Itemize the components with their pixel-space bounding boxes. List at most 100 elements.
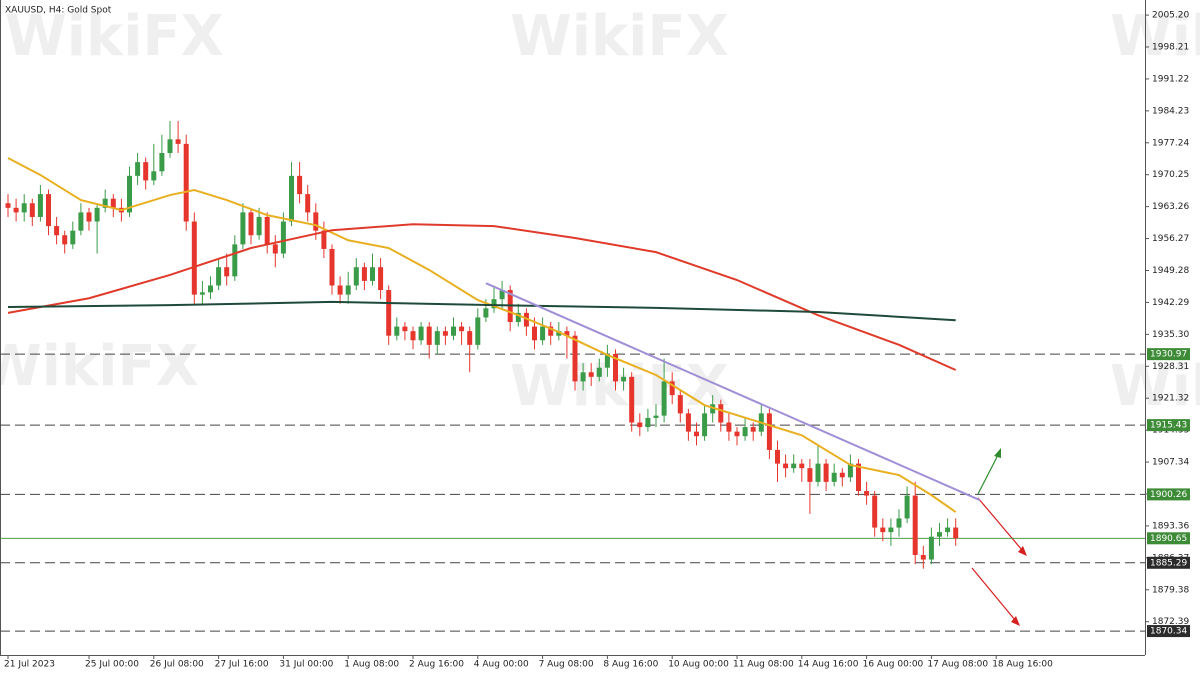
candle-body xyxy=(248,212,254,236)
moving-average xyxy=(7,223,957,371)
x-tick-label: 25 Jul 00:00 xyxy=(85,660,139,670)
watermark: WikiFX xyxy=(5,4,224,69)
candle-body xyxy=(540,326,546,341)
candle-body xyxy=(426,326,432,345)
level-label: 1885.29 xyxy=(1150,558,1187,568)
y-tick-label: 1879.38 xyxy=(1152,585,1189,595)
candle-body xyxy=(661,381,667,416)
moving-average xyxy=(7,157,957,513)
candle-body xyxy=(491,299,497,309)
candle-body xyxy=(896,518,902,528)
level-label: 1915.43 xyxy=(1150,421,1187,431)
candle-body xyxy=(920,554,926,560)
candle-body xyxy=(564,331,570,336)
x-tick-label: 7 Aug 08:00 xyxy=(539,660,594,670)
arrow-head xyxy=(994,448,1001,458)
candle-body xyxy=(305,194,311,213)
candle-body xyxy=(523,312,529,327)
candle-body xyxy=(54,226,60,236)
candle-body xyxy=(742,427,748,437)
candle-body xyxy=(483,308,489,318)
y-tick-label: 1991.22 xyxy=(1152,74,1189,84)
candle-body xyxy=(928,536,934,560)
level-label-box xyxy=(1147,556,1190,569)
candle-body xyxy=(29,203,35,217)
current-price-label: 1890.65 xyxy=(1150,534,1187,544)
candle-body xyxy=(831,472,837,482)
candle-body xyxy=(353,267,359,286)
candle-body xyxy=(613,353,618,382)
candle-body xyxy=(669,381,675,396)
candle-body xyxy=(143,162,149,181)
y-tick-label: 1928.31 xyxy=(1152,362,1189,372)
candle-body xyxy=(21,203,27,213)
candle-body xyxy=(337,285,343,295)
watermark: WikiFX xyxy=(0,334,199,399)
candle-body xyxy=(13,207,19,213)
y-tick-label: 1956.27 xyxy=(1152,234,1189,244)
candle-body xyxy=(370,267,375,281)
candle-body xyxy=(402,326,408,332)
y-tick-label: 1949.28 xyxy=(1152,266,1189,276)
candle-body xyxy=(847,463,853,478)
y-tick-label: 1970.25 xyxy=(1152,170,1189,180)
x-tick-label: 11 Aug 08:00 xyxy=(733,660,794,670)
chart-title: XAUUSD, H4: Gold Spot xyxy=(5,6,112,16)
arrows xyxy=(971,448,1027,626)
x-tick-label: 14 Aug 16:00 xyxy=(798,660,859,670)
candle-body xyxy=(442,331,448,336)
candle-body xyxy=(46,194,51,227)
candle-body xyxy=(280,221,286,254)
candle-body xyxy=(329,248,335,286)
level-label-box xyxy=(1147,625,1190,638)
candle-body xyxy=(839,472,845,478)
candle-body xyxy=(807,468,813,482)
candle-body xyxy=(224,267,230,277)
candle-body xyxy=(645,417,651,428)
candle-body xyxy=(321,230,327,249)
candle-body xyxy=(240,212,246,245)
candle-body xyxy=(175,139,181,144)
candle-body xyxy=(872,495,878,528)
watermark: WikiFX xyxy=(1110,4,1200,69)
candle-body xyxy=(183,143,189,222)
x-tick-label: 18 Aug 16:00 xyxy=(992,660,1053,670)
candle-body xyxy=(653,415,659,418)
candle-body xyxy=(596,367,602,377)
level-label: 1930.97 xyxy=(1150,350,1187,360)
y-tick-label: 1921.32 xyxy=(1152,394,1189,404)
candle-body xyxy=(297,175,303,195)
candle-body xyxy=(864,491,870,496)
y-tick-label: 1984.23 xyxy=(1152,106,1189,116)
x-tick-label: 4 Aug 00:00 xyxy=(474,660,529,670)
x-tick-label: 26 Jul 08:00 xyxy=(150,660,204,670)
candle-body xyxy=(151,171,157,181)
arrow-head xyxy=(1018,546,1027,556)
watermarks: WikiFX WikiFX WikiFX WikiFX WikiFX WikiF… xyxy=(0,4,1200,419)
candle-body xyxy=(499,290,505,300)
x-tick-label: 10 Aug 00:00 xyxy=(668,660,729,670)
level-label: 1870.34 xyxy=(1150,627,1187,637)
y-tick-label: 1998.21 xyxy=(1152,43,1189,53)
arrow xyxy=(971,567,1016,621)
candle-body xyxy=(289,175,294,222)
candle-body xyxy=(386,290,392,336)
candle-body xyxy=(459,326,465,332)
candle-body xyxy=(702,413,708,437)
candle-body xyxy=(856,463,861,492)
y-tick-label: 1942.29 xyxy=(1152,298,1189,308)
candle-body xyxy=(256,216,262,236)
candle-body xyxy=(750,427,756,432)
watermark: WikiFX xyxy=(510,4,729,69)
candle-body xyxy=(904,495,910,519)
candle-body xyxy=(272,244,278,254)
candle-body xyxy=(588,372,594,377)
candle-body xyxy=(467,331,473,345)
y-tick-label: 1893.36 xyxy=(1152,521,1189,531)
candle-body xyxy=(604,353,610,368)
candle-body xyxy=(580,372,586,382)
candle-body xyxy=(159,153,165,172)
x-tick-label: 31 Jul 00:00 xyxy=(279,660,333,670)
moving-average xyxy=(7,300,956,322)
candle-body xyxy=(127,175,132,213)
